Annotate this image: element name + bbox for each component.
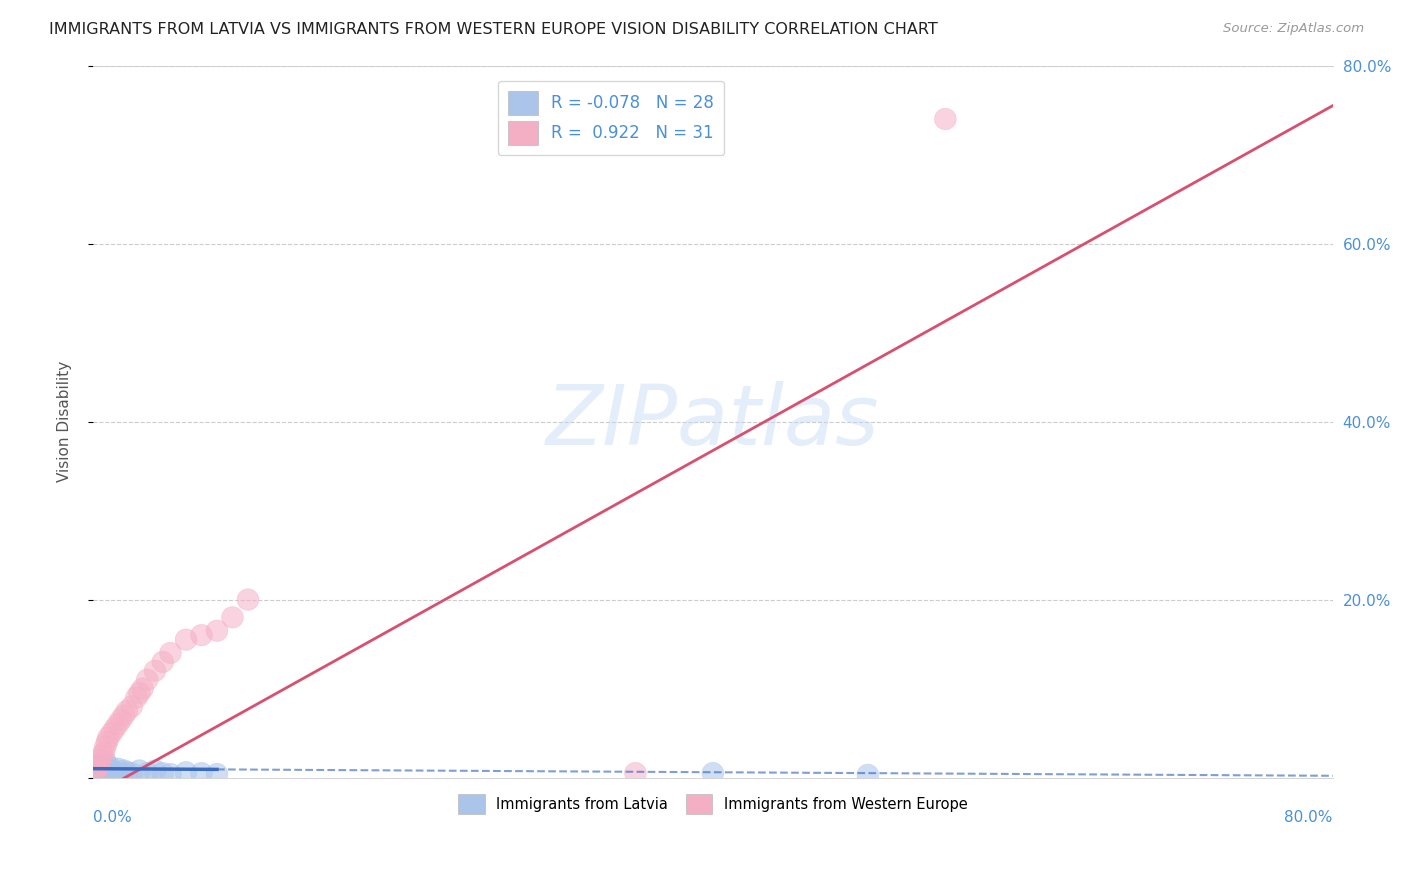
Ellipse shape bbox=[107, 714, 129, 735]
Ellipse shape bbox=[110, 763, 132, 784]
Ellipse shape bbox=[121, 696, 142, 717]
Text: Source: ZipAtlas.com: Source: ZipAtlas.com bbox=[1223, 22, 1364, 36]
Ellipse shape bbox=[104, 762, 125, 783]
Ellipse shape bbox=[207, 764, 228, 785]
Ellipse shape bbox=[94, 736, 117, 757]
Ellipse shape bbox=[101, 723, 122, 744]
Ellipse shape bbox=[160, 764, 181, 785]
Ellipse shape bbox=[207, 620, 228, 641]
Ellipse shape bbox=[129, 682, 150, 704]
Ellipse shape bbox=[90, 749, 111, 771]
Ellipse shape bbox=[93, 758, 115, 780]
Ellipse shape bbox=[112, 760, 135, 781]
Ellipse shape bbox=[117, 762, 138, 783]
Ellipse shape bbox=[160, 642, 181, 664]
Ellipse shape bbox=[101, 760, 122, 781]
Ellipse shape bbox=[117, 700, 138, 722]
Ellipse shape bbox=[145, 660, 166, 681]
Text: ZIPatlas: ZIPatlas bbox=[546, 381, 880, 462]
Ellipse shape bbox=[176, 629, 197, 650]
Ellipse shape bbox=[107, 758, 129, 780]
Ellipse shape bbox=[84, 763, 105, 784]
Ellipse shape bbox=[136, 763, 157, 784]
Ellipse shape bbox=[152, 763, 173, 784]
Legend: Immigrants from Latvia, Immigrants from Western Europe: Immigrants from Latvia, Immigrants from … bbox=[453, 788, 973, 820]
Text: 80.0%: 80.0% bbox=[1285, 810, 1333, 824]
Ellipse shape bbox=[87, 758, 108, 780]
Ellipse shape bbox=[702, 763, 724, 784]
Ellipse shape bbox=[191, 624, 212, 646]
Ellipse shape bbox=[86, 760, 107, 781]
Ellipse shape bbox=[96, 760, 118, 781]
Ellipse shape bbox=[87, 754, 108, 775]
Ellipse shape bbox=[100, 756, 121, 778]
Ellipse shape bbox=[89, 760, 110, 781]
Ellipse shape bbox=[89, 754, 110, 775]
Ellipse shape bbox=[125, 687, 148, 708]
Ellipse shape bbox=[112, 705, 135, 726]
Ellipse shape bbox=[94, 751, 117, 772]
Ellipse shape bbox=[935, 108, 956, 129]
Ellipse shape bbox=[136, 669, 157, 690]
Ellipse shape bbox=[222, 607, 243, 628]
Ellipse shape bbox=[110, 709, 132, 731]
Ellipse shape bbox=[145, 760, 166, 781]
Ellipse shape bbox=[91, 762, 112, 783]
Text: 0.0%: 0.0% bbox=[93, 810, 132, 824]
Ellipse shape bbox=[91, 745, 112, 766]
Ellipse shape bbox=[121, 763, 142, 784]
Ellipse shape bbox=[858, 764, 879, 786]
Ellipse shape bbox=[176, 762, 197, 783]
Ellipse shape bbox=[90, 756, 111, 778]
Ellipse shape bbox=[97, 727, 120, 748]
Ellipse shape bbox=[97, 763, 120, 784]
Ellipse shape bbox=[624, 763, 647, 784]
Ellipse shape bbox=[93, 742, 115, 764]
Text: IMMIGRANTS FROM LATVIA VS IMMIGRANTS FROM WESTERN EUROPE VISION DISABILITY CORRE: IMMIGRANTS FROM LATVIA VS IMMIGRANTS FRO… bbox=[49, 22, 938, 37]
Ellipse shape bbox=[96, 731, 118, 753]
Ellipse shape bbox=[132, 678, 153, 699]
Y-axis label: Vision Disability: Vision Disability bbox=[58, 361, 72, 483]
Ellipse shape bbox=[86, 758, 107, 780]
Ellipse shape bbox=[104, 718, 125, 739]
Ellipse shape bbox=[238, 589, 259, 610]
Ellipse shape bbox=[129, 760, 150, 781]
Ellipse shape bbox=[152, 651, 173, 673]
Ellipse shape bbox=[84, 763, 105, 784]
Ellipse shape bbox=[191, 763, 212, 784]
